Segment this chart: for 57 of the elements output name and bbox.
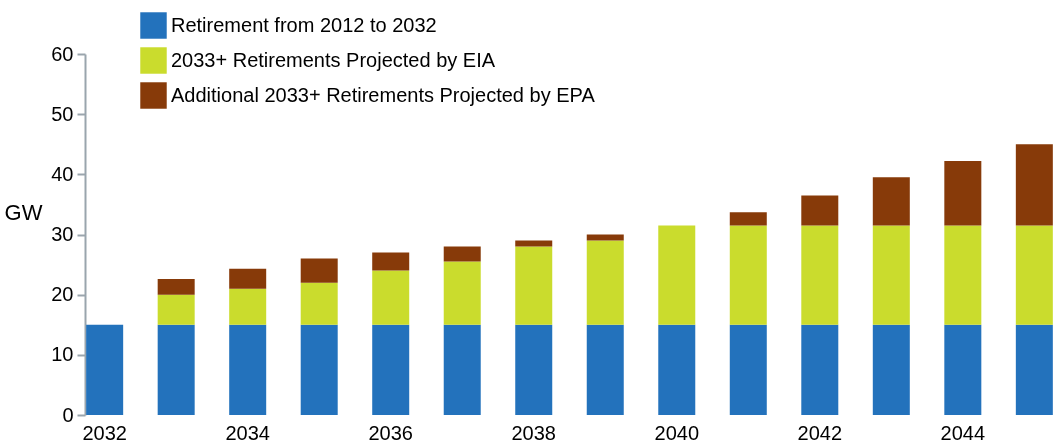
bar [658, 324, 696, 415]
x-tick-label: 2034 [225, 421, 270, 444]
bar [1015, 144, 1053, 226]
bar [801, 225, 839, 325]
bar [157, 324, 195, 415]
bar [944, 161, 982, 226]
bar [586, 234, 624, 241]
y-tick-label: 20 [51, 283, 74, 306]
bar [515, 240, 553, 247]
bar [658, 225, 696, 325]
bar [586, 240, 624, 325]
legend-label: Additional 2033+ Retirements Projected by EPA [171, 83, 596, 106]
bar [372, 252, 410, 271]
y-tick-label: 10 [51, 343, 74, 366]
bar [1015, 324, 1053, 415]
bar [729, 225, 767, 325]
y-tick-label: 50 [51, 102, 74, 125]
bar [944, 324, 982, 415]
x-tick-label: 2038 [511, 421, 556, 444]
y-axis-title: GW [4, 199, 43, 225]
bar [586, 324, 624, 415]
bar [944, 225, 982, 325]
bar [86, 324, 124, 415]
bar [1015, 225, 1053, 325]
bar [872, 177, 910, 226]
bar [729, 212, 767, 226]
x-tick-label: 2032 [82, 421, 127, 444]
bar [157, 279, 195, 295]
bar [729, 324, 767, 415]
x-tick-label: 2040 [654, 421, 700, 444]
bar [443, 246, 481, 262]
y-tick-label: 30 [51, 223, 74, 245]
bar [443, 261, 481, 325]
y-tick-label: 60 [51, 42, 74, 65]
bar [443, 324, 481, 415]
bar [300, 258, 338, 283]
bar [157, 294, 195, 325]
bar [801, 195, 839, 226]
bar [372, 324, 410, 415]
x-tick-label: 2044 [940, 421, 986, 444]
bar [229, 268, 267, 289]
x-tick-label: 2036 [368, 421, 413, 444]
bar [300, 282, 338, 325]
bar [229, 324, 267, 415]
bar [300, 324, 338, 415]
bar [372, 270, 410, 325]
x-tick-label: 2042 [797, 421, 843, 444]
legend-label: 2033+ Retirements Projected by EIA [171, 48, 496, 71]
bar [801, 324, 839, 415]
y-tick-label: 0 [62, 403, 74, 426]
y-tick-label: 40 [51, 162, 74, 185]
bar [515, 246, 553, 325]
bar [872, 324, 910, 415]
bar [229, 288, 267, 325]
bar [515, 324, 553, 415]
legend-label: Retirement from 2012 to 2032 [171, 13, 437, 36]
bar [872, 225, 910, 325]
